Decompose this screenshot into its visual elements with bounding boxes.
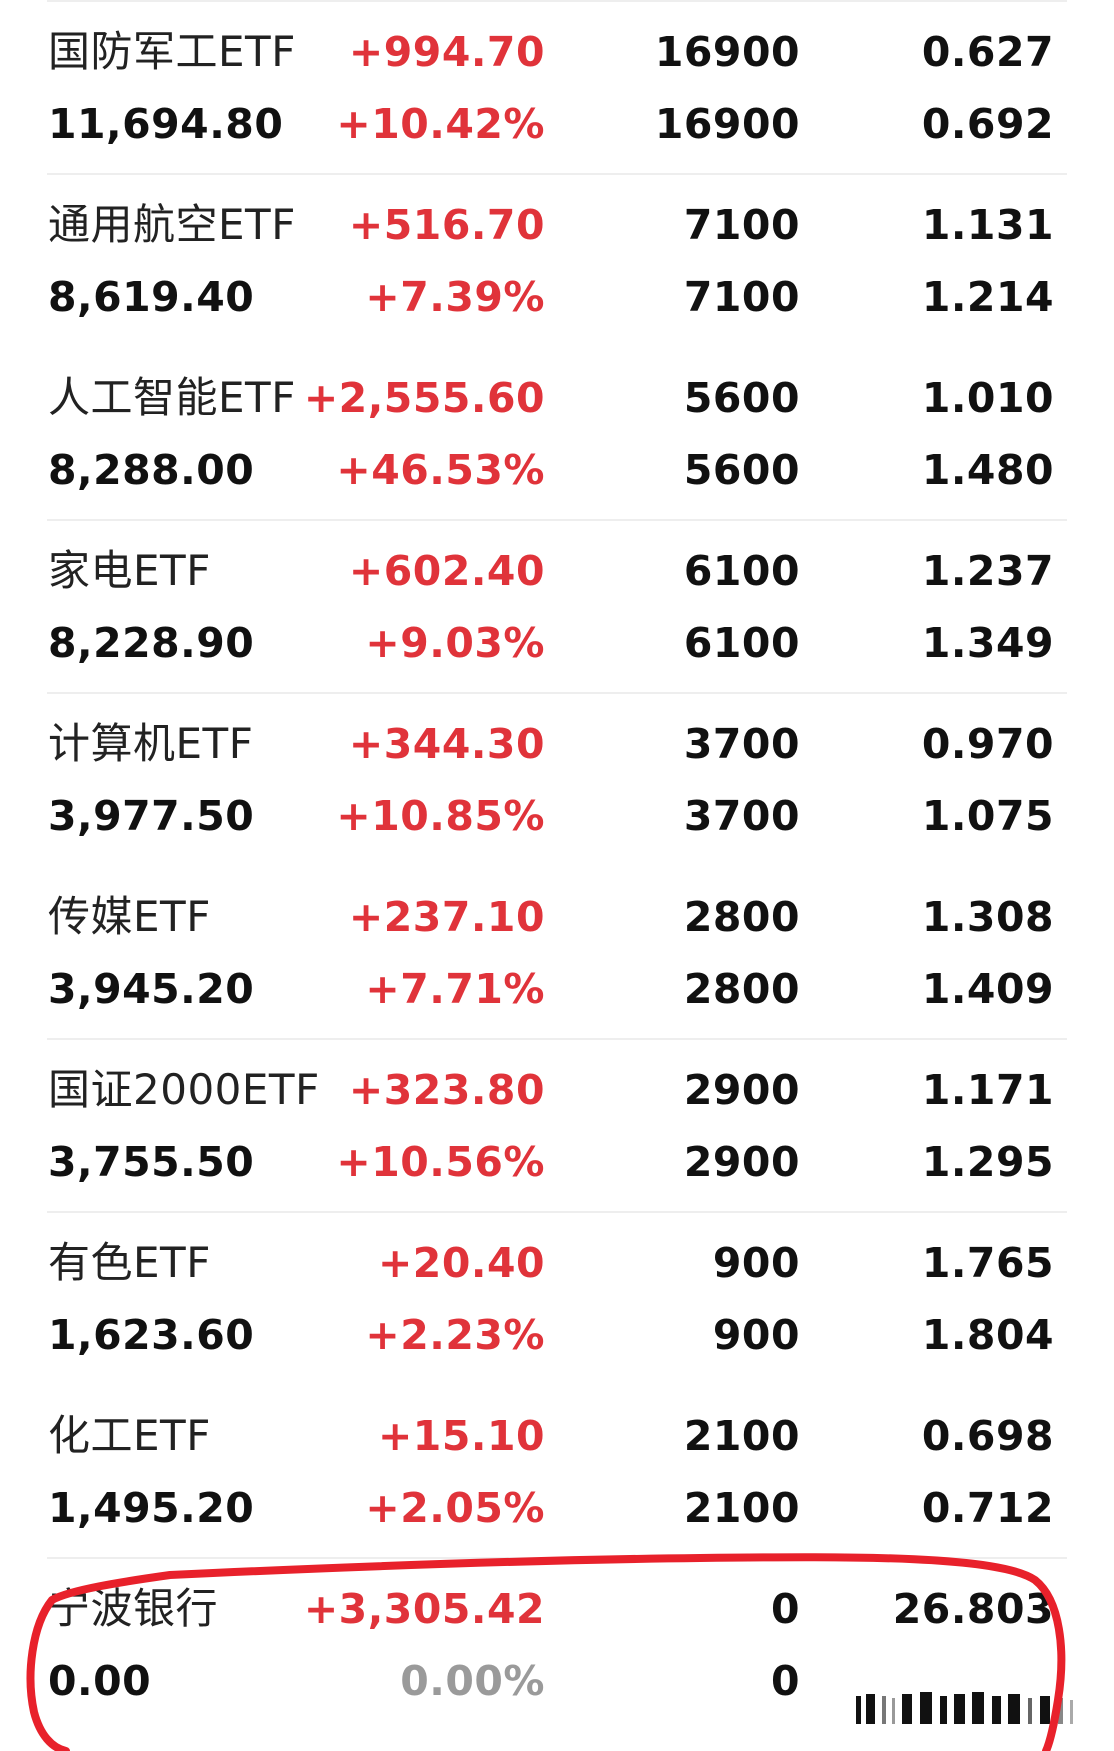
- holding-name: 通用航空ETF: [48, 200, 296, 249]
- holding-cost-price: 1.765: [921, 1239, 1054, 1287]
- holding-change-amount: +602.40: [348, 547, 545, 595]
- holding-name: 化工ETF: [48, 1411, 211, 1460]
- holding-quantity: 0: [770, 1585, 800, 1633]
- holding-market-value: 1,495.20: [48, 1484, 255, 1532]
- obscured-price-area: [856, 1692, 1073, 1724]
- holding-market-value: 1,623.60: [48, 1311, 255, 1359]
- holding-row-7[interactable]: 有色ETF 1,623.60 +20.40 +2.23% 900 900 1.7…: [0, 1211, 1114, 1384]
- holding-name: 传媒ETF: [48, 892, 211, 941]
- holding-row-0[interactable]: 国防军工ETF 11,694.80 +994.70 +10.42% 16900 …: [0, 0, 1114, 173]
- holding-available-quantity: 0: [770, 1657, 800, 1705]
- holding-change-amount: +516.70: [348, 201, 545, 249]
- holding-cost-price: 26.803: [892, 1585, 1054, 1633]
- holding-row-8[interactable]: 化工ETF 1,495.20 +15.10 +2.05% 2100 2100 0…: [0, 1384, 1114, 1557]
- holding-change-percent: +10.85%: [336, 792, 545, 840]
- holding-change-amount: +237.10: [348, 893, 545, 941]
- holding-available-quantity: 3700: [683, 792, 800, 840]
- holding-market-value: 8,619.40: [48, 273, 255, 321]
- holding-available-quantity: 2800: [683, 965, 800, 1013]
- holding-cost-price: 0.970: [921, 720, 1054, 768]
- holding-name: 人工智能ETF: [48, 373, 296, 422]
- holding-change-amount: +323.80: [348, 1066, 545, 1114]
- holding-change-percent: +10.42%: [336, 100, 545, 148]
- holding-cost-price: 1.308: [921, 893, 1054, 941]
- holding-name: 有色ETF: [48, 1238, 211, 1287]
- holding-quantity: 2100: [683, 1412, 800, 1460]
- holding-current-price: 1.804: [921, 1311, 1054, 1359]
- row-divider: [47, 173, 1067, 175]
- holding-quantity: 16900: [654, 28, 800, 76]
- holding-change-percent: +2.05%: [365, 1484, 545, 1532]
- holding-change-percent: +10.56%: [336, 1138, 545, 1186]
- holding-name: 国证2000ETF: [48, 1065, 320, 1114]
- holding-change-percent: +2.23%: [365, 1311, 545, 1359]
- holding-quantity: 3700: [683, 720, 800, 768]
- holding-row-2[interactable]: 人工智能ETF 8,288.00 +2,555.60 +46.53% 5600 …: [0, 346, 1114, 519]
- holding-change-amount: +3,305.42: [303, 1585, 545, 1633]
- holding-change-percent: +9.03%: [365, 619, 545, 667]
- holding-cost-price: 1.237: [921, 547, 1054, 595]
- holding-quantity: 900: [712, 1239, 800, 1287]
- holding-name: 国防军工ETF: [48, 27, 296, 76]
- holding-row-1[interactable]: 通用航空ETF 8,619.40 +516.70 +7.39% 7100 710…: [0, 173, 1114, 346]
- holding-current-price: 1.295: [921, 1138, 1054, 1186]
- holding-cost-price: 0.627: [921, 28, 1054, 76]
- row-divider: [47, 519, 1067, 521]
- holding-market-value: 3,977.50: [48, 792, 255, 840]
- holding-quantity: 2800: [683, 893, 800, 941]
- holding-change-percent: +7.71%: [365, 965, 545, 1013]
- holding-name: 计算机ETF: [48, 719, 254, 768]
- holding-current-price: 1.349: [921, 619, 1054, 667]
- holding-current-price: 0.712: [921, 1484, 1054, 1532]
- row-divider: [47, 0, 1067, 2]
- holding-current-price: 1.409: [921, 965, 1054, 1013]
- row-divider: [47, 1038, 1067, 1040]
- holding-row-5[interactable]: 传媒ETF 3,945.20 +237.10 +7.71% 2800 2800 …: [0, 865, 1114, 1038]
- holding-available-quantity: 7100: [683, 273, 800, 321]
- holding-market-value: 3,945.20: [48, 965, 255, 1013]
- holding-row-3[interactable]: 家电ETF 8,228.90 +602.40 +9.03% 6100 6100 …: [0, 519, 1114, 692]
- holding-change-amount: +344.30: [348, 720, 545, 768]
- holding-market-value: 11,694.80: [48, 100, 284, 148]
- holding-available-quantity: 6100: [683, 619, 800, 667]
- holding-cost-price: 0.698: [921, 1412, 1054, 1460]
- holding-available-quantity: 2100: [683, 1484, 800, 1532]
- holding-row-4[interactable]: 计算机ETF 3,977.50 +344.30 +10.85% 3700 370…: [0, 692, 1114, 865]
- holding-current-price: 1.480: [921, 446, 1054, 494]
- holding-current-price: 1.214: [921, 273, 1054, 321]
- holding-cost-price: 1.010: [921, 374, 1054, 422]
- holding-name: 家电ETF: [48, 546, 211, 595]
- holding-available-quantity: 2900: [683, 1138, 800, 1186]
- holding-market-value: 8,228.90: [48, 619, 255, 667]
- holding-available-quantity: 16900: [654, 100, 800, 148]
- holding-change-amount: +2,555.60: [303, 374, 545, 422]
- holding-market-value: 8,288.00: [48, 446, 255, 494]
- holding-row-6[interactable]: 国证2000ETF 3,755.50 +323.80 +10.56% 2900 …: [0, 1038, 1114, 1211]
- row-divider: [47, 692, 1067, 694]
- row-divider: [47, 1211, 1067, 1213]
- holding-current-price: 1.075: [921, 792, 1054, 840]
- holding-quantity: 7100: [683, 201, 800, 249]
- holding-available-quantity: 900: [712, 1311, 800, 1359]
- holding-change-percent: 0.00%: [400, 1657, 545, 1705]
- holding-cost-price: 1.171: [921, 1066, 1054, 1114]
- holding-current-price: 0.692: [921, 100, 1054, 148]
- holding-name: 宁波银行: [48, 1584, 219, 1633]
- holding-quantity: 5600: [683, 374, 800, 422]
- holding-change-amount: +20.40: [377, 1239, 545, 1287]
- holding-market-value: 0.00: [48, 1657, 152, 1705]
- holding-change-percent: +7.39%: [365, 273, 545, 321]
- holding-quantity: 6100: [683, 547, 800, 595]
- holding-quantity: 2900: [683, 1066, 800, 1114]
- row-divider: [47, 1557, 1067, 1559]
- holding-change-amount: +15.10: [377, 1412, 545, 1460]
- holding-available-quantity: 5600: [683, 446, 800, 494]
- holding-market-value: 3,755.50: [48, 1138, 255, 1186]
- holding-change-amount: +994.70: [348, 28, 545, 76]
- holding-cost-price: 1.131: [921, 201, 1054, 249]
- holding-change-percent: +46.53%: [336, 446, 545, 494]
